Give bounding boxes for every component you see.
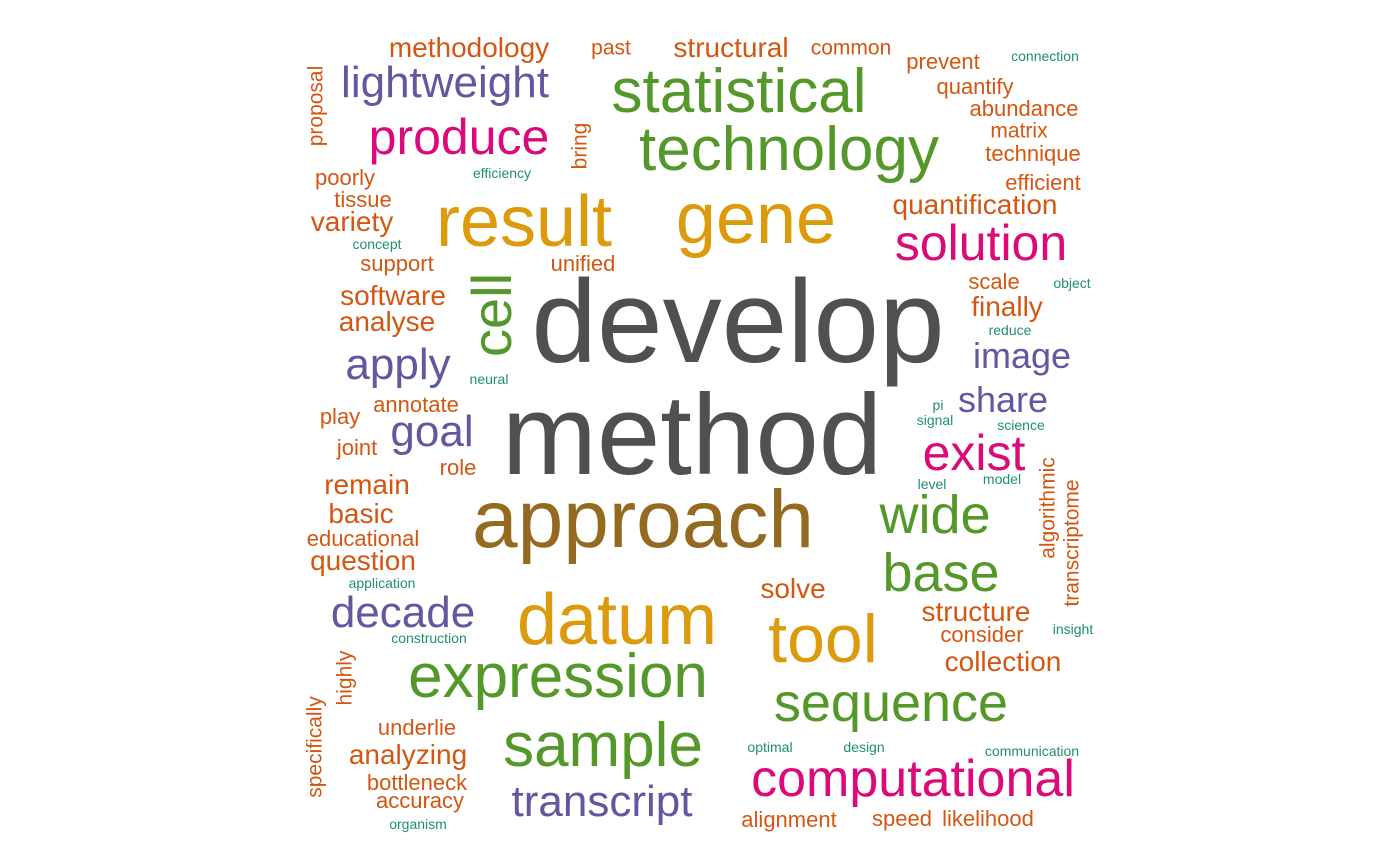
word-educational: educational: [306, 526, 420, 551]
word-play: play: [319, 404, 361, 429]
word-produce: produce: [368, 109, 550, 165]
word-insight: insight: [1052, 621, 1094, 637]
word-unified: unified: [550, 251, 616, 276]
word-optimal: optimal: [747, 739, 793, 755]
word-transcript: transcript: [511, 777, 693, 826]
word-specifically: specifically: [303, 696, 327, 798]
word-model: model: [982, 471, 1022, 487]
word-sample: sample: [503, 711, 703, 780]
word-efficiency: efficiency: [472, 165, 532, 181]
word-highly: highly: [333, 650, 357, 706]
word-proposal: proposal: [304, 65, 328, 147]
word-design: design: [843, 739, 885, 755]
word-share: share: [957, 379, 1049, 420]
word-bring: bring: [568, 122, 592, 170]
word-efficient: efficient: [1005, 170, 1081, 195]
word-neural: neural: [469, 371, 509, 387]
word-tool: tool: [768, 601, 878, 677]
word-quantify: quantify: [936, 74, 1014, 99]
word-collection: collection: [944, 646, 1062, 677]
word-support: support: [360, 251, 434, 276]
word-sequence: sequence: [773, 673, 1009, 733]
word-gene: gene: [675, 179, 837, 259]
word-question: question: [310, 545, 416, 576]
word-alignment: alignment: [741, 807, 837, 832]
word-reduce: reduce: [988, 322, 1032, 338]
word-analyzing: analyzing: [348, 739, 468, 770]
word-solve: solve: [760, 573, 826, 604]
word-construction: construction: [391, 630, 467, 646]
word-application: application: [348, 575, 416, 591]
word-matrix: matrix: [990, 119, 1048, 143]
word-solution: solution: [894, 215, 1068, 271]
word-organism: organism: [389, 816, 447, 832]
word-pi: pi: [932, 397, 944, 413]
word-image: image: [972, 335, 1072, 376]
word-object: object: [1053, 275, 1091, 291]
word-bottleneck: bottleneck: [366, 770, 468, 795]
word-accuracy: accuracy: [375, 788, 465, 813]
word-lightweight: lightweight: [341, 58, 549, 107]
word-remain: remain: [324, 469, 410, 500]
word-connection: connection: [1011, 48, 1079, 64]
word-tissue: tissue: [334, 187, 392, 212]
word-statistical: statistical: [611, 57, 867, 126]
word-past: past: [591, 36, 631, 60]
word-base: base: [882, 543, 1000, 603]
word-apply: apply: [345, 340, 451, 389]
word-scale: scale: [968, 269, 1020, 294]
word-result: result: [435, 182, 613, 262]
word-likelihood: likelihood: [942, 806, 1034, 831]
word-science: science: [997, 417, 1045, 433]
word-software: software: [340, 280, 446, 311]
word-datum: datum: [516, 580, 718, 660]
word-prevent: prevent: [906, 49, 980, 74]
word-signal: signal: [916, 412, 954, 428]
word-methodology: methodology: [388, 32, 550, 63]
word-variety: variety: [310, 206, 394, 237]
word-algorithmic: algorithmic: [1036, 457, 1060, 559]
word-analyse: analyse: [338, 306, 436, 337]
word-common: common: [810, 36, 892, 60]
word-computational: computational: [751, 750, 1075, 808]
word-structure: structure: [921, 596, 1031, 627]
word-develop: develop: [531, 256, 945, 388]
word-approach: approach: [472, 474, 814, 565]
word-consider: consider: [940, 622, 1024, 647]
word-joint: joint: [336, 435, 378, 460]
word-method: method: [501, 372, 883, 499]
word-quantification: quantification: [892, 189, 1058, 220]
word-exist: exist: [922, 425, 1026, 481]
word-structural: structural: [673, 32, 789, 63]
word-cell: cell: [460, 272, 523, 358]
word-technology: technology: [639, 115, 939, 184]
word-transcriptome: transcriptome: [1060, 479, 1084, 607]
word-underlie: underlie: [377, 715, 457, 740]
word-finally: finally: [971, 291, 1043, 322]
word-communication: communication: [984, 743, 1080, 759]
word-goal: goal: [390, 407, 474, 456]
word-technique: technique: [985, 141, 1081, 166]
word-decade: decade: [330, 588, 476, 637]
word-abundance: abundance: [969, 96, 1079, 121]
word-role: role: [439, 455, 477, 480]
word-level: level: [917, 476, 947, 492]
word-expression: expression: [408, 642, 708, 711]
word-annotate: annotate: [373, 392, 459, 417]
word-concept: concept: [352, 236, 402, 252]
word-wide: wide: [879, 485, 991, 545]
word-speed: speed: [872, 806, 932, 831]
word-basic: basic: [328, 498, 394, 529]
word-poorly: poorly: [315, 165, 375, 190]
